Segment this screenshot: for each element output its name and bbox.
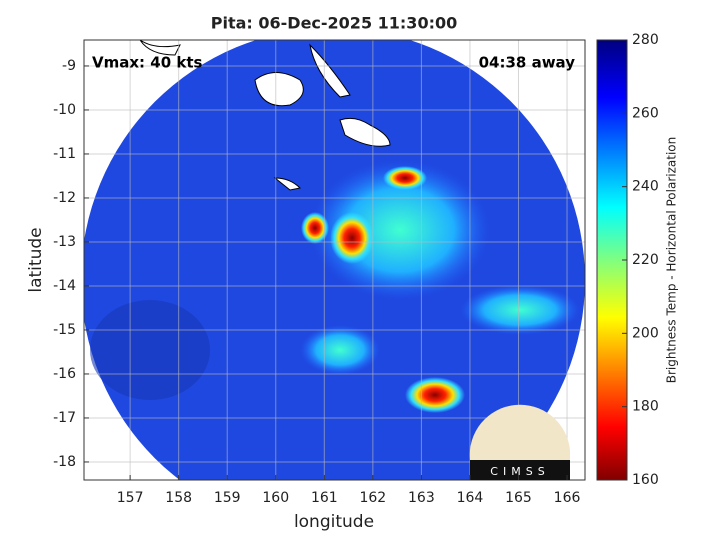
y-tick-label: -12 — [53, 190, 76, 206]
y-tick-label: -13 — [53, 234, 76, 250]
y-tick-label: -16 — [53, 366, 76, 382]
y-tick-label: -11 — [53, 146, 76, 162]
satellite-image — [84, 40, 585, 480]
y-tick-label: -18 — [53, 454, 76, 470]
x-tick-label: 164 — [457, 490, 484, 506]
annotation: Vmax: 40 kts — [92, 54, 202, 72]
x-tick-label: 162 — [359, 490, 386, 506]
x-tick-label: 160 — [262, 490, 289, 506]
x-tick-label: 165 — [505, 490, 532, 506]
y-tick-label: -15 — [53, 322, 76, 338]
colorbar-tick-label: 160 — [632, 472, 659, 488]
axes-frame — [83, 39, 586, 481]
x-tick-label: 163 — [408, 490, 435, 506]
colorbar-tick-label: 200 — [632, 325, 659, 341]
annotation: 04:38 away — [479, 54, 576, 72]
x-tick-label: 166 — [554, 490, 581, 506]
y-tick-label: -14 — [53, 278, 76, 294]
colorbar-tick-label: 240 — [632, 179, 659, 195]
colorbar-tick-label: 260 — [632, 105, 659, 121]
colorbar-tick-label: 220 — [632, 252, 659, 268]
x-tick-label: 161 — [311, 490, 338, 506]
x-axis-label: longitude — [294, 512, 374, 532]
y-tick-label: -17 — [53, 410, 76, 426]
colorbar-label: Brightness Temp - Horizontal Polarizatio… — [665, 137, 679, 384]
logo: CIMSS — [469, 404, 570, 480]
logo-text: CIMSS — [490, 465, 549, 478]
x-tick-label: 158 — [165, 490, 192, 506]
colorbar-tick-label: 180 — [632, 399, 659, 415]
y-axis-label: latitude — [26, 227, 46, 292]
title: Pita: 06-Dec-2025 11:30:00 — [211, 14, 457, 33]
colorbar-tick-label: 280 — [632, 32, 659, 48]
y-tick-label: -10 — [53, 102, 76, 118]
y-tick-label: -9 — [62, 58, 76, 74]
x-tick-label: 157 — [117, 490, 144, 506]
x-tick-label: 159 — [214, 490, 241, 506]
